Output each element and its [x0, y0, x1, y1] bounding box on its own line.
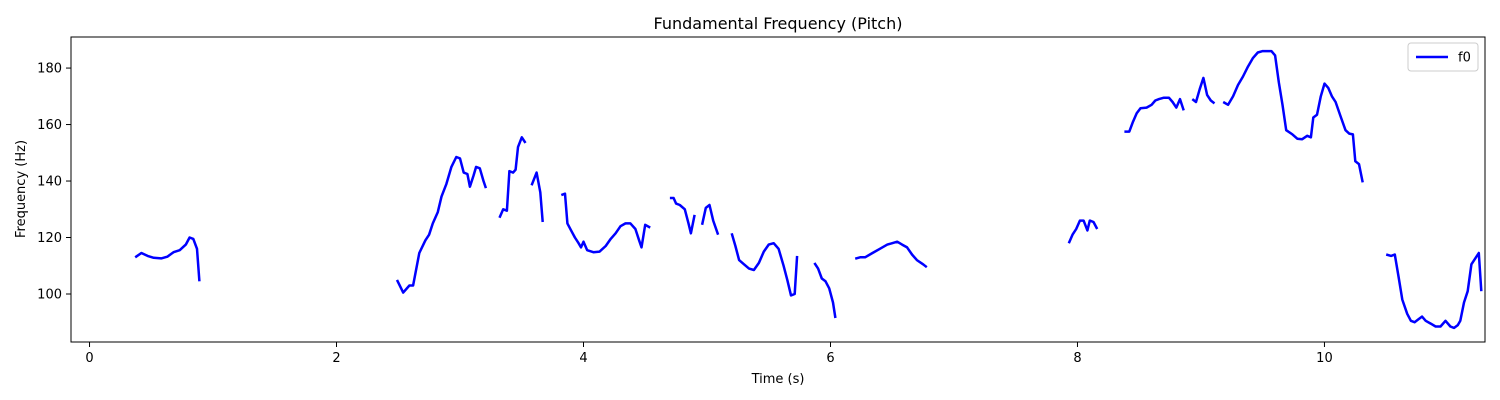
x-tick-label: 10: [1316, 351, 1333, 366]
y-axis: 100 120 140 160 180: [37, 62, 71, 302]
x-tick-label: 0: [85, 351, 93, 366]
f0-series-segment: [813, 262, 837, 319]
legend: f0: [1407, 42, 1479, 72]
x-tick-label: 6: [826, 351, 834, 366]
f0-series-segment: [854, 240, 928, 269]
f0-series-segment: [498, 136, 527, 219]
chart-title: Fundamental Frequency (Pitch): [654, 14, 903, 33]
y-tick-label: 120: [37, 231, 62, 246]
f0-series-segment: [1067, 219, 1099, 244]
f0-series-segment: [395, 155, 488, 294]
y-tick-label: 140: [37, 175, 62, 190]
y-axis-label: Frequency (Hz): [14, 140, 29, 238]
f0-series-segment: [560, 192, 651, 254]
x-axis-label: Time (s): [751, 372, 805, 387]
f0-series-segment: [1191, 76, 1216, 105]
f0-series-segment: [530, 171, 544, 223]
y-tick-label: 180: [37, 62, 62, 77]
f0-series-segment: [1124, 96, 1185, 133]
legend-label: f0: [1458, 51, 1471, 66]
f0-series-segment: [730, 232, 799, 297]
f0-series-segment: [1222, 49, 1364, 183]
x-tick-label: 8: [1073, 351, 1081, 366]
y-tick-label: 160: [37, 118, 62, 133]
x-axis: 0 2 4 6 8 10: [85, 342, 1333, 366]
x-tick-label: 2: [332, 351, 340, 366]
x-tick-label: 4: [579, 351, 587, 366]
f0-series-segment: [669, 196, 696, 235]
f0-series-segment: [1385, 251, 1483, 330]
f0-series-segment: [134, 236, 201, 282]
y-tick-label: 100: [37, 287, 62, 302]
f0-series-segment: [700, 203, 720, 236]
plot-area: [134, 49, 1483, 330]
axes-frame: [70, 36, 1486, 343]
